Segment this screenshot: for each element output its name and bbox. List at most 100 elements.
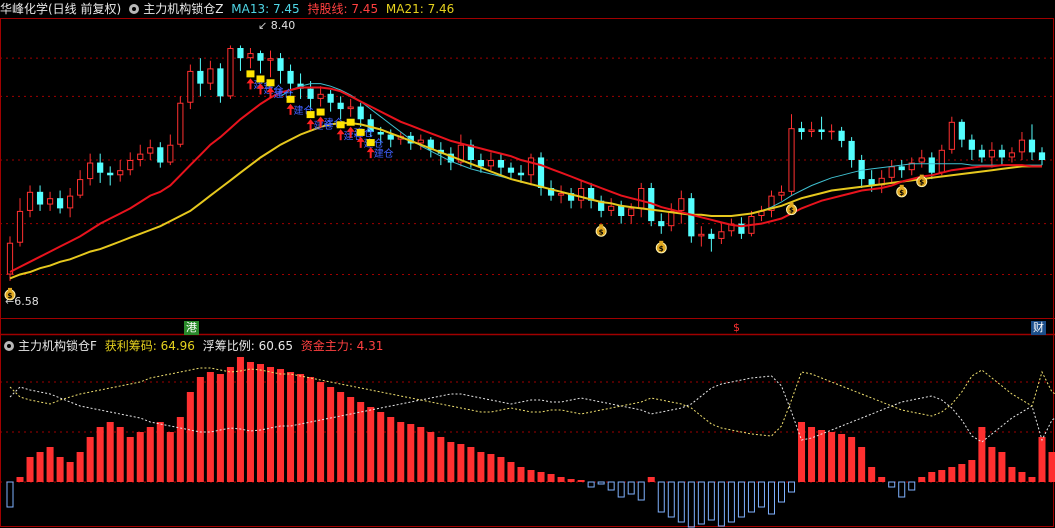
fund-bar-positive [196,377,204,482]
buy-signal-label: 建仓 [374,147,394,160]
candle-body-down [708,233,715,239]
candle-body-up [207,68,214,84]
candle-body-down [56,198,64,209]
candle [36,185,44,211]
fund-bar-negative [6,481,14,508]
candle [117,160,124,182]
candle-body-up [317,93,324,99]
candle-body-down [97,162,104,173]
candle-body-up [487,160,495,167]
fund-bar-negative [757,481,765,508]
money-bag-neck [789,202,794,206]
candle-body-up [698,233,705,237]
candle-body-down [517,172,525,176]
fund-bar-positive [858,447,866,482]
candle-body-down [958,121,965,140]
candle [537,152,545,196]
fund-bar-negative [788,481,796,493]
candle-body-down [367,119,374,132]
candle-body-down [968,139,975,150]
indicator-settings-icon[interactable] [129,4,140,14]
candle [307,81,314,110]
fund-bar-positive [76,452,84,482]
candle [277,53,284,84]
candle [487,152,495,171]
buy-arrow-icon [306,119,315,131]
fund-bar-positive [397,422,405,482]
dividend-marker[interactable]: $ [733,321,740,334]
buy-signal-square [306,111,315,119]
candle-body-up [267,58,274,61]
fund-bar-negative [667,481,675,518]
fund-bar-positive [818,430,826,482]
candle-body-down [197,70,204,84]
candle [327,90,334,112]
candle-body-down [567,193,575,201]
fund-bar-positive [938,470,946,482]
candle [557,185,565,204]
candle-body-down [1028,139,1036,153]
candle-body-up [608,205,615,211]
candle-body-down [447,153,454,163]
hold-line [9,122,1042,280]
indicator-name[interactable]: 主力机构锁仓Z [143,2,224,16]
float-ratio-line [9,375,1055,443]
fund-main-value: 资金主力: 4.31 [300,339,384,353]
fund-bar-positive [417,427,425,482]
candle-body-up [938,149,945,173]
candle-body-up [678,198,685,211]
financial-report-marker[interactable]: 财 [1031,321,1046,335]
candle [728,218,735,237]
fund-bar-positive [176,417,184,482]
fund-bar-negative [898,481,906,498]
candle-body-down [838,130,845,141]
sub-indicator-name[interactable]: 主力机构锁仓F [18,339,97,353]
fund-bar-negative [597,481,605,485]
candle [1008,147,1016,163]
candle-body-up [908,162,915,171]
candle-body-down [648,188,655,222]
fund-bar-positive [116,427,124,482]
ma21-value: MA21: 7.46 [385,2,455,16]
candle [598,195,605,218]
fund-bar-negative [908,481,916,491]
fund-bar-positive [347,397,355,482]
candle-body-up [557,193,565,196]
buy-signal: 建仓 [366,139,394,160]
fund-bar-positive [407,424,415,482]
candle-body-down [337,102,344,110]
fund-bar-positive [507,462,515,482]
candle-body-down [507,167,515,173]
fund-bar-positive [377,412,385,482]
candle-body-down [798,128,805,132]
float-ratio-value: 浮筹比例: 60.65 [202,339,293,353]
fund-bar-positive [367,407,375,482]
candle-body-up [87,162,94,180]
fund-bar-positive [447,442,455,482]
fund-bar-positive [918,477,926,482]
candle-body-down [157,147,164,163]
stock-title: 华峰化学(日线 前复权) [0,2,122,16]
candle-body-up [1008,152,1016,158]
fund-bar-positive [236,357,244,482]
candle-body-down [427,139,434,150]
candle-body-up [628,208,635,216]
buy-signal: 建仓 [256,75,283,96]
candle [898,160,905,178]
candle [738,217,745,239]
profit-chips-value: 获利筹码: 64.96 [104,339,195,353]
fund-bar-positive [948,467,956,482]
candle [26,185,34,218]
hk-connect-marker[interactable]: 港 [184,321,199,335]
fund-bar-positive [256,364,264,482]
candle [157,142,164,168]
candle-body-up [828,130,835,133]
candle-body-up [247,53,254,59]
fund-bar-positive [106,422,114,482]
candle [688,193,695,243]
fund-bar-positive [798,422,806,482]
candle [127,152,134,176]
money-bag-symbol: $ [659,245,664,253]
sub-indicator-settings-icon[interactable] [4,341,14,351]
